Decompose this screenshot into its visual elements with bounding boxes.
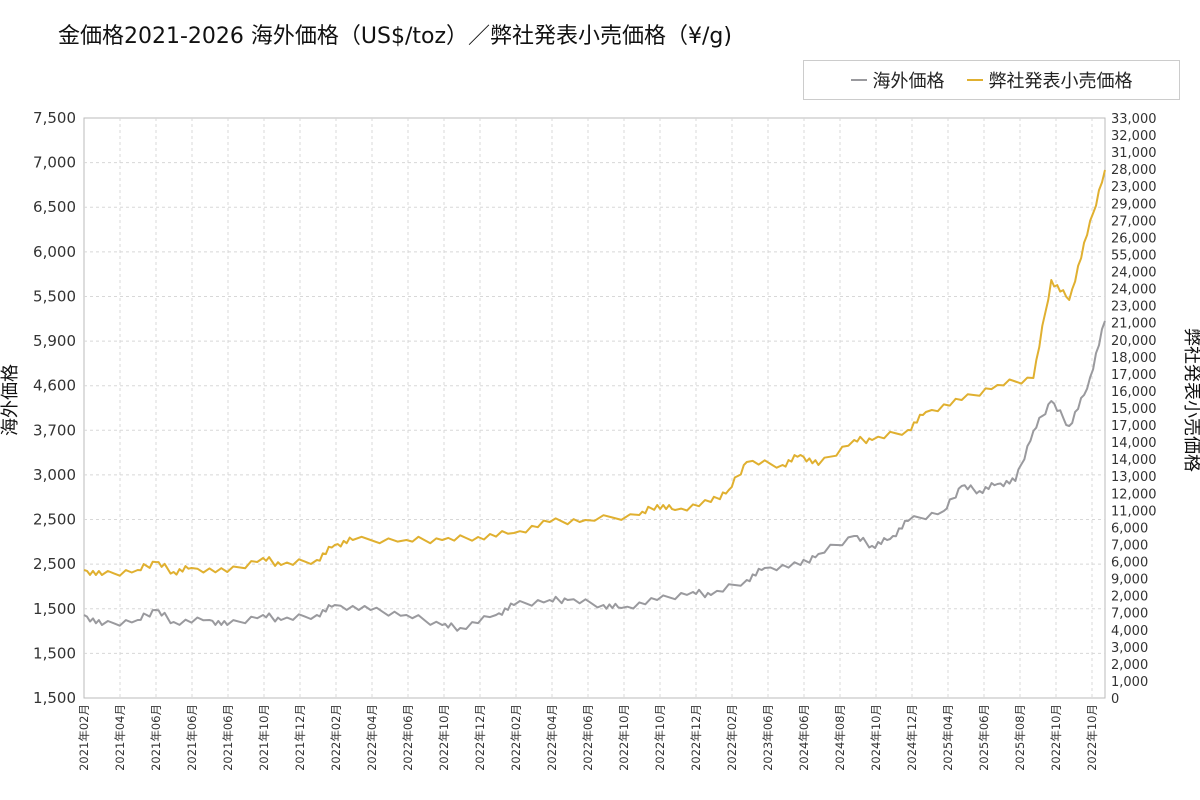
y2-tick-label: 11,000 bbox=[1111, 504, 1157, 519]
x-tick-label: 2024年12月 bbox=[905, 704, 919, 771]
y-tick-label: 2,500 bbox=[33, 555, 76, 573]
series-line-retail bbox=[83, 169, 1106, 577]
x-tick-label: 2021年10月 bbox=[257, 704, 271, 771]
y2-tick-label: 2,000 bbox=[1111, 658, 1148, 673]
y-tick-label: 3,700 bbox=[33, 421, 76, 439]
y2-tick-label: 28,000 bbox=[1111, 163, 1157, 178]
y-tick-label: 4,600 bbox=[33, 377, 76, 395]
x-tick-label: 2022年10月 bbox=[1085, 704, 1099, 771]
y2-tick-label: 16,000 bbox=[1111, 385, 1157, 400]
y-tick-label: 7,000 bbox=[33, 154, 76, 172]
y2-tick-label: 17,000 bbox=[1111, 368, 1157, 383]
chart-title: 金価格2021-2026 海外価格（US$/toz）／弊社発表小売価格（¥/g) bbox=[58, 24, 732, 49]
y2-tick-label: 9,000 bbox=[1111, 573, 1148, 588]
y2-tick-label: 14,000 bbox=[1111, 436, 1157, 451]
y2-tick-label: 7,000 bbox=[1111, 607, 1148, 622]
legend-swatch-overseas bbox=[850, 79, 867, 81]
y2-tick-label: 29,000 bbox=[1111, 197, 1157, 212]
y2-tick-label: 17,000 bbox=[1111, 419, 1157, 434]
x-tick-label: 2021年06月 bbox=[149, 704, 163, 771]
y2-axis-title: 弊社発表小売価格 bbox=[1181, 328, 1200, 472]
y2-tick-label: 26,000 bbox=[1111, 231, 1157, 246]
y2-tick-label: 7,000 bbox=[1111, 538, 1148, 553]
y-tick-label: 1,500 bbox=[33, 600, 76, 618]
y2-tick-label: 4,000 bbox=[1111, 624, 1148, 639]
legend-label-retail: 弊社発表小売価格 bbox=[988, 71, 1133, 92]
x-tick-label: 2022年10月 bbox=[437, 704, 451, 771]
y2-tick-label: 24,000 bbox=[1111, 266, 1157, 281]
y-tick-label: 2,500 bbox=[33, 511, 76, 529]
x-tick-label: 2022年02月 bbox=[509, 704, 523, 771]
x-tick-label: 2025年08月 bbox=[1013, 704, 1027, 771]
legend-label-overseas: 海外価格 bbox=[872, 71, 945, 92]
y-tick-label: 5,900 bbox=[33, 332, 76, 350]
y2-tick-label: 2,000 bbox=[1111, 590, 1148, 605]
legend-swatch-retail bbox=[966, 79, 983, 81]
x-tick-label: 2022年10月 bbox=[653, 704, 667, 771]
x-tick-label: 2024年10月 bbox=[869, 704, 883, 771]
legend-item-overseas: 海外価格 bbox=[850, 67, 945, 93]
x-tick-label: 2022年10月 bbox=[617, 704, 631, 771]
legend-item-retail: 弊社発表小売価格 bbox=[966, 67, 1133, 93]
x-tick-label: 2022年02月 bbox=[725, 704, 739, 771]
y2-tick-label: 32,000 bbox=[1111, 129, 1157, 144]
y-tick-label: 7,500 bbox=[33, 109, 76, 127]
y2-tick-label: 23,000 bbox=[1111, 180, 1157, 195]
x-tick-label: 2022年06月 bbox=[581, 704, 595, 771]
legend: 海外価格 弊社発表小売価格 bbox=[803, 60, 1180, 100]
y2-tick-label: 3,000 bbox=[1111, 641, 1148, 656]
x-tick-label: 2022年02月 bbox=[329, 704, 343, 771]
y2-tick-label: 24,000 bbox=[1111, 283, 1157, 298]
x-tick-label: 2021年06月 bbox=[185, 704, 199, 771]
y2-tick-label: 33,000 bbox=[1111, 112, 1157, 127]
y-axis-title: 海外価格 bbox=[0, 364, 21, 436]
y2-tick-label: 6,000 bbox=[1111, 556, 1148, 571]
x-tick-label: 2021年06月 bbox=[221, 704, 235, 771]
x-tick-label: 2024年08月 bbox=[833, 704, 847, 771]
y2-tick-label: 18,000 bbox=[1111, 351, 1157, 366]
y2-tick-label: 14,000 bbox=[1111, 453, 1157, 468]
y2-tick-label: 12,000 bbox=[1111, 487, 1157, 502]
y2-tick-label: 55,000 bbox=[1111, 248, 1157, 263]
x-tick-label: 2022年12月 bbox=[689, 704, 703, 771]
x-tick-label: 2024年06月 bbox=[797, 704, 811, 771]
y-tick-label: 6,000 bbox=[33, 243, 76, 261]
x-tick-label: 2022年12月 bbox=[473, 704, 487, 771]
x-tick-label: 2021年12月 bbox=[293, 704, 307, 771]
series-line-overseas bbox=[83, 320, 1106, 632]
y2-tick-label: 31,000 bbox=[1111, 146, 1157, 161]
x-tick-label: 2025年04月 bbox=[941, 704, 955, 771]
y-tick-label: 6,500 bbox=[33, 198, 76, 216]
y2-tick-label: 13,000 bbox=[1111, 470, 1157, 485]
y2-tick-label: 1,000 bbox=[1111, 675, 1148, 690]
x-tick-label: 2021年04月 bbox=[113, 704, 127, 771]
y2-tick-label: 20,000 bbox=[1111, 334, 1157, 349]
y-tick-label: 5,500 bbox=[33, 287, 76, 305]
y2-tick-label: 23,000 bbox=[1111, 300, 1157, 315]
x-tick-label: 2022年06月 bbox=[401, 704, 415, 771]
y2-tick-label: 27,000 bbox=[1111, 214, 1157, 229]
y-tick-label: 3,000 bbox=[33, 466, 76, 484]
y2-tick-label: 15,000 bbox=[1111, 402, 1157, 417]
y2-tick-label: 0 bbox=[1111, 692, 1119, 707]
y2-tick-label: 21,000 bbox=[1111, 317, 1157, 332]
x-tick-label: 2022年10月 bbox=[1049, 704, 1063, 771]
x-tick-label: 2022年04月 bbox=[545, 704, 559, 771]
y-tick-label: 1,500 bbox=[33, 644, 76, 662]
x-tick-label: 2025年06月 bbox=[977, 704, 991, 771]
x-tick-label: 2023年06月 bbox=[761, 704, 775, 771]
x-tick-label: 2021年02月 bbox=[77, 704, 91, 771]
x-tick-label: 2022年04月 bbox=[365, 704, 379, 771]
y-tick-label: 1,500 bbox=[33, 689, 76, 707]
plot-area bbox=[83, 117, 1106, 699]
y2-tick-label: 6,000 bbox=[1111, 521, 1148, 536]
